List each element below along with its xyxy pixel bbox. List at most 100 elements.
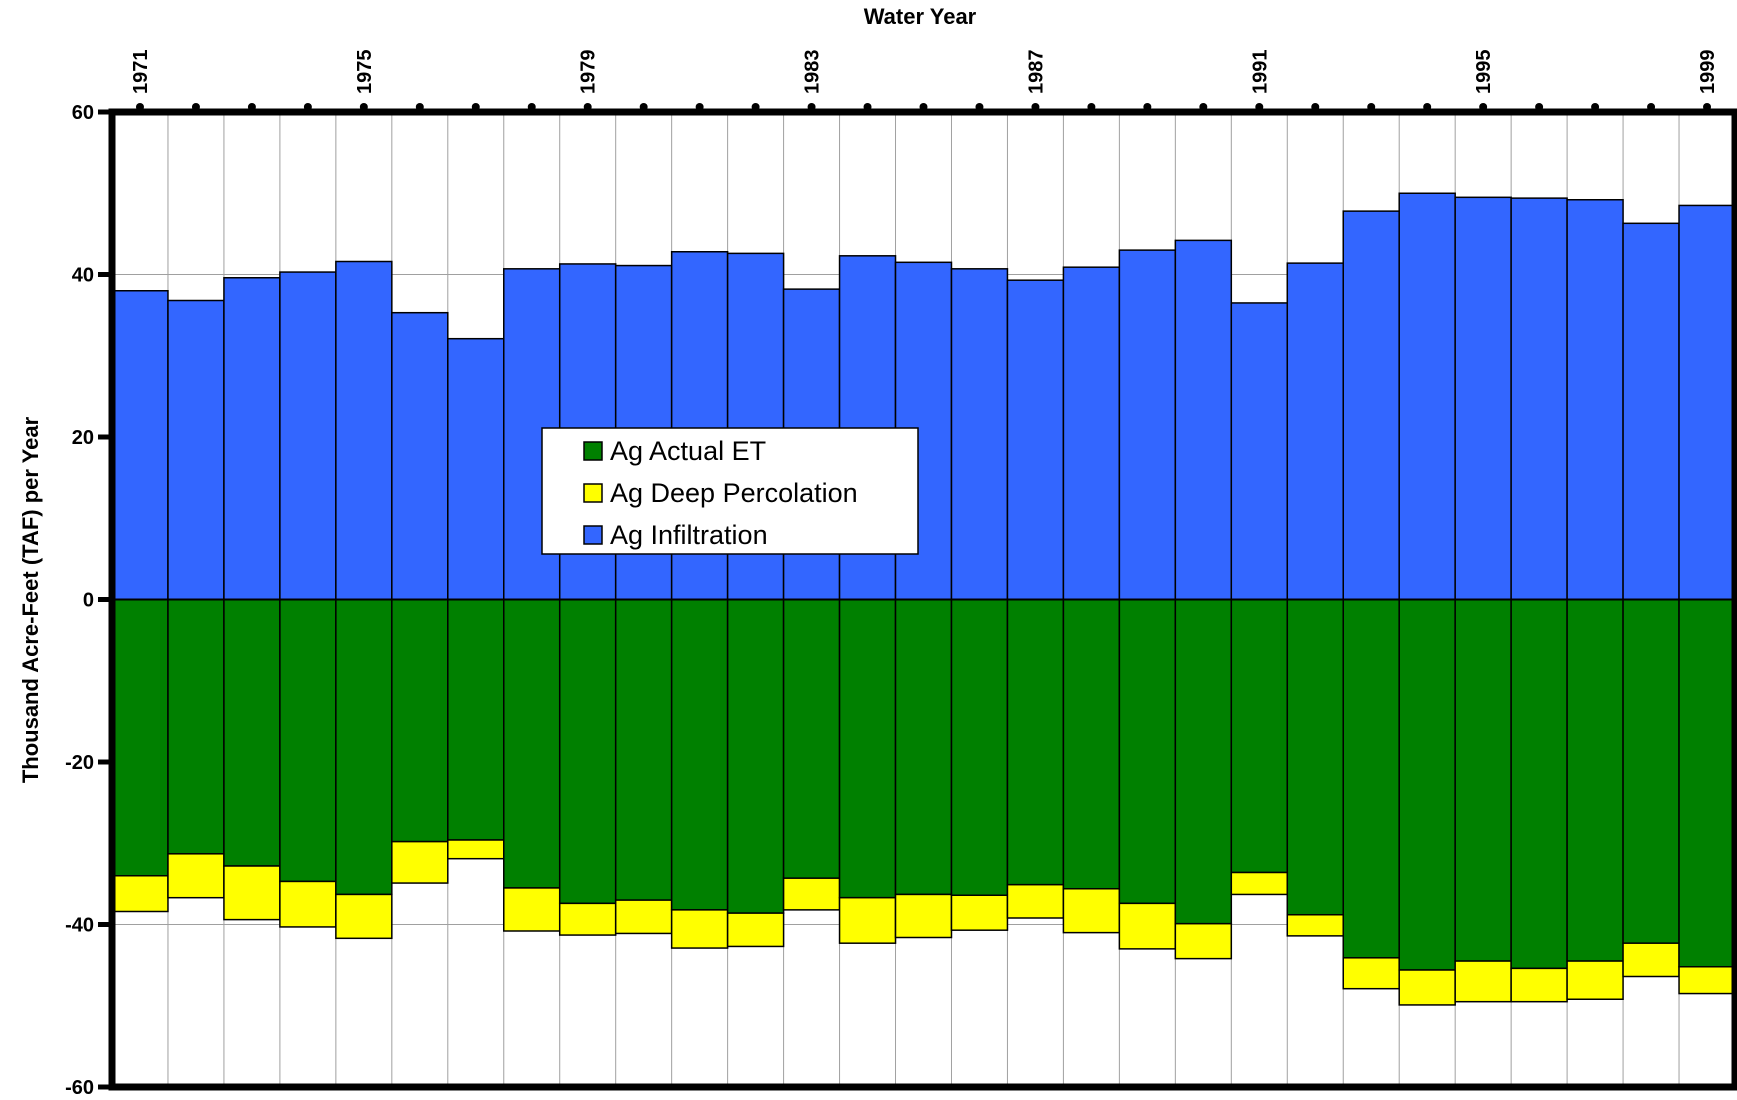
bar-ag-infiltration-1977 — [447, 337, 505, 601]
bar-ag-actual-et-1977 — [447, 598, 505, 841]
x-tick — [1535, 103, 1544, 111]
y-tick-label: -20 — [65, 752, 94, 774]
x-tick-label: 1987 — [1025, 50, 1047, 95]
x-axis-title: Water Year — [864, 4, 977, 29]
bar-ag-infiltration-1991 — [1230, 302, 1289, 601]
bar-ag-infiltration-1999 — [1678, 204, 1736, 601]
x-tick-label: 1999 — [1697, 50, 1719, 95]
x-tick — [807, 103, 816, 111]
x-tick — [471, 103, 480, 111]
x-tick-label: 1983 — [802, 50, 824, 95]
bar-ag-deep-percolation-1986 — [950, 894, 1009, 931]
legend-swatch-ag-actual-et — [583, 441, 603, 461]
bar-ag-actual-et-1973 — [223, 598, 281, 867]
bar-ag-actual-et-1988 — [1062, 598, 1121, 890]
x-tick-label: 1971 — [130, 50, 152, 95]
bar-ag-actual-et-1999 — [1678, 598, 1736, 968]
legend-swatch-ag-infiltration — [583, 525, 603, 545]
x-tick — [1031, 103, 1040, 111]
x-tick — [919, 103, 928, 111]
x-tick-label: 1995 — [1473, 50, 1495, 95]
bar-ag-deep-percolation-1972 — [167, 853, 225, 899]
bar-ag-deep-percolation-1981 — [670, 909, 729, 949]
x-tick — [583, 103, 592, 111]
bar-ag-infiltration-1994 — [1398, 192, 1456, 601]
x-tick — [751, 103, 760, 111]
bar-ag-actual-et-1972 — [167, 598, 225, 855]
bar-ag-actual-et-1971 — [111, 598, 169, 877]
y-tick-label: -60 — [65, 1077, 94, 1099]
y-tick-label: 0 — [83, 590, 94, 612]
y-axis-ticks: 60 40 20 0 -20 -40 -60 — [65, 102, 112, 1099]
bar-ag-deep-percolation-1974 — [279, 880, 337, 928]
bar-ag-actual-et-1986 — [950, 598, 1009, 896]
y-tick-label: 60 — [72, 102, 94, 124]
x-tick — [1647, 103, 1656, 111]
x-tick — [191, 103, 200, 111]
y-tick-label: 40 — [72, 265, 94, 287]
bar-ag-deep-percolation-1995 — [1454, 960, 1512, 1003]
legend-label-ag-deep-percolation: Ag Deep Percolation — [610, 478, 858, 508]
x-tick — [1591, 103, 1600, 111]
bar-ag-deep-percolation-1982 — [726, 912, 785, 948]
bar-ag-actual-et-1994 — [1398, 598, 1456, 971]
x-tick — [639, 103, 648, 111]
bar-ag-infiltration-1975 — [335, 260, 393, 601]
bar-ag-actual-et-1995 — [1454, 598, 1512, 962]
bar-ag-infiltration-1989 — [1118, 249, 1177, 601]
x-tick — [1479, 103, 1488, 111]
bars — [111, 192, 1736, 1006]
x-tick-label: 1991 — [1249, 50, 1271, 95]
x-tick — [247, 103, 256, 111]
bar-ag-infiltration-1986 — [950, 268, 1009, 601]
bar-ag-infiltration-1993 — [1342, 210, 1400, 601]
bar-ag-infiltration-1996 — [1510, 197, 1568, 601]
bar-ag-deep-percolation-1993 — [1342, 957, 1400, 990]
y-axis-title: Thousand Acre-Feet (TAF) per Year — [18, 416, 43, 783]
bar-ag-actual-et-1985 — [894, 598, 953, 896]
bar-ag-actual-et-1976 — [391, 598, 449, 843]
bar-ag-deep-percolation-1980 — [614, 899, 673, 935]
bar-ag-actual-et-1981 — [670, 598, 729, 911]
x-axis-ticks: 1971 1975 1979 1983 1987 1991 1995 1999 — [130, 50, 1719, 111]
bar-ag-actual-et-1993 — [1342, 598, 1400, 959]
x-tick — [1255, 103, 1264, 111]
bar-ag-deep-percolation-1973 — [223, 865, 281, 921]
bar-ag-infiltration-1972 — [167, 299, 225, 601]
x-tick — [359, 103, 368, 111]
bar-ag-actual-et-1980 — [614, 598, 673, 901]
bar-ag-infiltration-1988 — [1062, 266, 1121, 601]
bar-ag-deep-percolation-1984 — [838, 896, 897, 944]
bar-ag-actual-et-1992 — [1286, 598, 1344, 916]
x-tick — [135, 103, 144, 111]
x-tick-label: 1975 — [354, 50, 376, 95]
bar-ag-deep-percolation-1978 — [503, 887, 561, 932]
bar-ag-infiltration-1997 — [1566, 199, 1624, 601]
bar-ag-deep-percolation-1988 — [1062, 888, 1121, 934]
bar-ag-deep-percolation-1992 — [1286, 914, 1344, 937]
bar-ag-deep-percolation-1985 — [894, 893, 953, 939]
bar-ag-deep-percolation-1975 — [335, 893, 393, 940]
bar-ag-actual-et-1997 — [1566, 598, 1624, 962]
x-tick — [1423, 103, 1432, 111]
bar-ag-actual-et-1983 — [782, 598, 841, 879]
bar-ag-actual-et-1984 — [838, 598, 897, 899]
bar-ag-deep-percolation-1990 — [1174, 922, 1233, 960]
x-tick — [1199, 103, 1208, 111]
bar-ag-deep-percolation-1983 — [782, 877, 841, 911]
bar-ag-actual-et-1982 — [726, 598, 785, 914]
bar-ag-deep-percolation-1998 — [1622, 942, 1680, 978]
bar-ag-infiltration-1987 — [1006, 279, 1065, 601]
bar-ag-infiltration-1971 — [111, 290, 169, 601]
x-tick-label: 1979 — [578, 50, 600, 95]
bar-ag-actual-et-1987 — [1006, 598, 1065, 886]
bar-ag-deep-percolation-1989 — [1118, 902, 1177, 950]
x-tick — [1087, 103, 1096, 111]
bar-ag-infiltration-1998 — [1622, 222, 1680, 601]
y-tick-label: 20 — [72, 427, 94, 449]
x-tick — [1703, 103, 1712, 111]
bar-ag-infiltration-1973 — [223, 277, 281, 601]
bar-ag-actual-et-1991 — [1230, 598, 1289, 874]
legend: Ag Actual ET Ag Deep Percolation Ag Infilt… — [541, 427, 919, 555]
